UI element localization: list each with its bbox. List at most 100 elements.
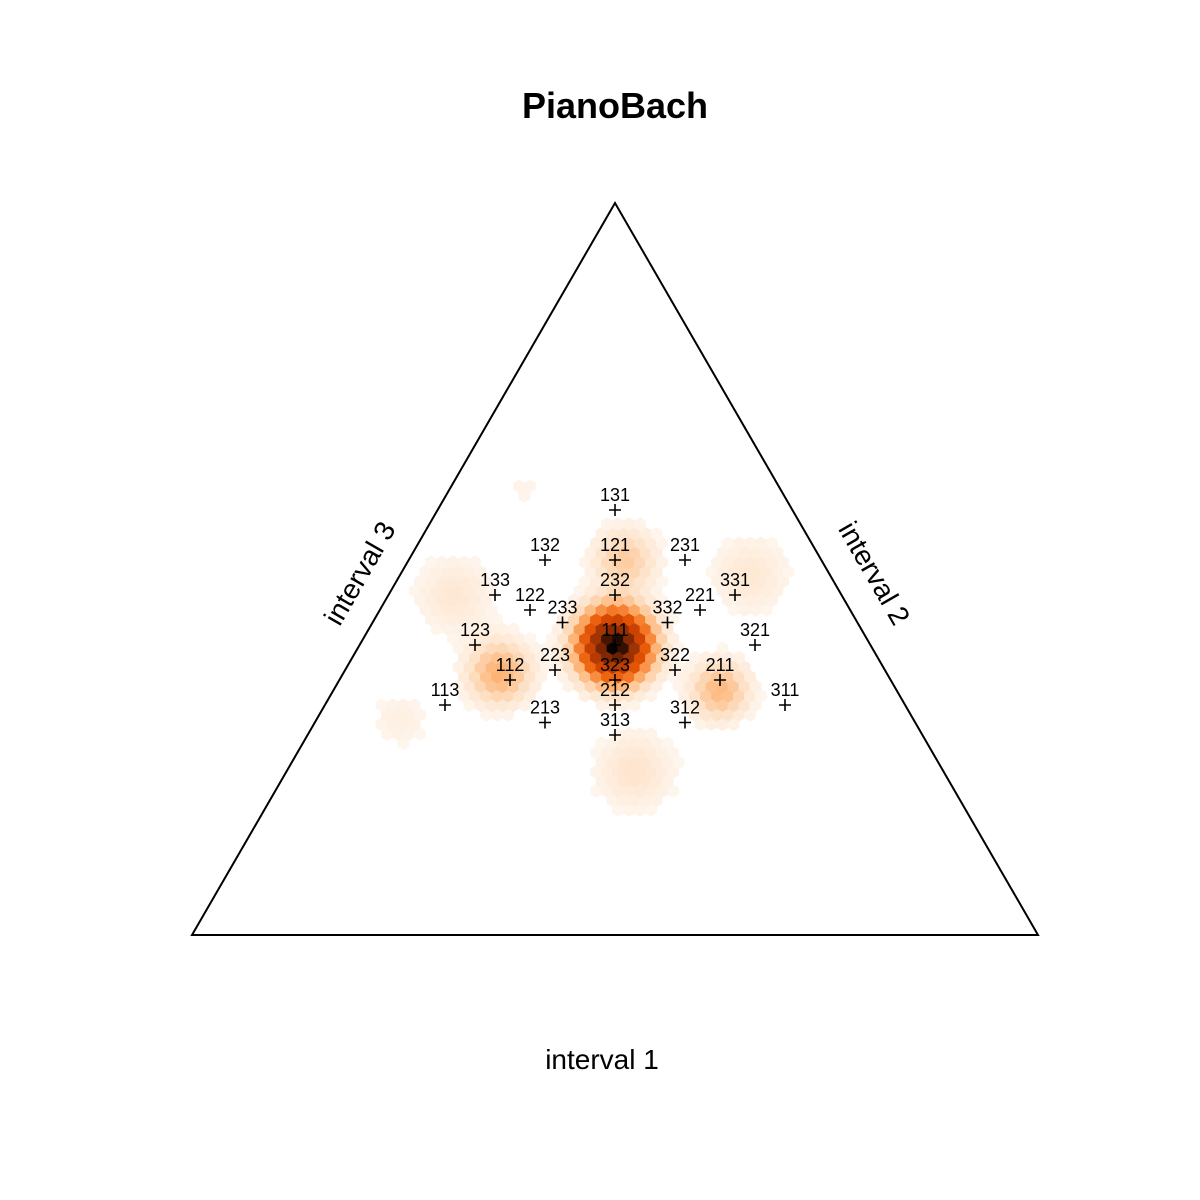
plus-marker bbox=[661, 616, 674, 629]
density-cell bbox=[414, 593, 426, 608]
density-cell bbox=[474, 679, 487, 693]
density-cell bbox=[502, 631, 514, 646]
density-cell bbox=[623, 765, 635, 779]
point-label: 113 bbox=[431, 680, 460, 700]
density-cell bbox=[392, 707, 404, 722]
density-cell bbox=[496, 679, 509, 693]
density-cell bbox=[617, 698, 630, 712]
density-cell bbox=[716, 698, 729, 712]
point-311: 311 bbox=[771, 680, 799, 711]
density-cell bbox=[711, 574, 723, 589]
density-cell bbox=[705, 660, 718, 674]
axis-label-right: interval 2 bbox=[832, 516, 916, 630]
point-label: 232 bbox=[600, 570, 630, 590]
density-cell bbox=[469, 631, 481, 646]
density-cell bbox=[601, 784, 613, 798]
density-cell bbox=[584, 546, 597, 560]
density-cell bbox=[458, 574, 470, 589]
density-cell bbox=[744, 555, 756, 570]
plus-marker bbox=[609, 699, 621, 711]
density-cell bbox=[733, 669, 745, 684]
density-cell bbox=[645, 650, 657, 665]
density-cell bbox=[524, 688, 536, 703]
density-cell bbox=[595, 546, 608, 560]
density-cell bbox=[584, 641, 597, 655]
plus-marker bbox=[609, 554, 621, 566]
density-cell bbox=[771, 565, 784, 579]
density-cell bbox=[645, 669, 657, 684]
plus-marker bbox=[549, 664, 561, 676]
density-cell bbox=[656, 650, 668, 665]
point-label: 331 bbox=[720, 570, 750, 590]
density-cell bbox=[595, 584, 608, 598]
density-cell bbox=[518, 488, 531, 503]
point-label: 133 bbox=[480, 570, 510, 590]
density-cell bbox=[507, 622, 520, 636]
density-cell bbox=[738, 603, 751, 617]
density-cell bbox=[469, 688, 481, 703]
plus-marker bbox=[469, 639, 481, 651]
density-cell bbox=[650, 546, 663, 560]
density-cell bbox=[689, 707, 701, 722]
density-cell bbox=[656, 631, 668, 646]
density-cell bbox=[491, 688, 503, 703]
density-cell bbox=[727, 698, 740, 712]
plus-marker bbox=[609, 504, 621, 516]
density-cell bbox=[584, 660, 597, 674]
density-cell bbox=[705, 679, 718, 693]
density-cell bbox=[760, 546, 773, 560]
density-cell bbox=[590, 612, 602, 627]
density-cell bbox=[722, 555, 734, 570]
density-cell bbox=[623, 784, 635, 798]
density-cell bbox=[749, 698, 762, 712]
density-cell bbox=[452, 679, 465, 693]
plus-marker bbox=[504, 674, 516, 686]
density-cell bbox=[628, 736, 641, 751]
density-cell bbox=[733, 574, 745, 589]
density-cell bbox=[628, 660, 641, 674]
density-cell bbox=[452, 660, 465, 674]
density-cell bbox=[524, 650, 536, 665]
density-cell bbox=[667, 746, 679, 760]
density-cell bbox=[777, 574, 789, 589]
density-cell bbox=[628, 755, 641, 770]
density-cell bbox=[452, 603, 465, 617]
density-cell bbox=[694, 698, 707, 712]
density-cell bbox=[562, 603, 575, 617]
density-cell bbox=[716, 546, 729, 560]
point-312: 312 bbox=[670, 698, 700, 729]
density-cell bbox=[375, 698, 388, 712]
density-cell bbox=[716, 660, 729, 674]
density-cell bbox=[722, 574, 734, 589]
density-cell bbox=[623, 631, 635, 646]
density-cell bbox=[749, 603, 762, 617]
density-cell bbox=[606, 603, 619, 617]
density-cell bbox=[518, 679, 531, 693]
density-cell bbox=[590, 631, 602, 646]
density-cell bbox=[469, 593, 481, 608]
density-cell bbox=[766, 574, 778, 589]
density-cell bbox=[628, 698, 641, 712]
density-cell bbox=[634, 517, 646, 531]
density-cell bbox=[645, 765, 657, 779]
density-cell bbox=[469, 612, 481, 627]
density-cell bbox=[634, 631, 646, 646]
density-cell bbox=[612, 650, 624, 665]
density-cell bbox=[480, 669, 492, 684]
density-cell bbox=[524, 669, 536, 684]
plus-marker bbox=[524, 604, 536, 616]
density-cell bbox=[458, 631, 470, 646]
point-113: 113 bbox=[431, 680, 460, 711]
point-label: 111 bbox=[601, 620, 628, 640]
density-cell bbox=[623, 555, 635, 570]
density-cell bbox=[480, 650, 492, 665]
density-cell bbox=[705, 698, 718, 712]
density-cell bbox=[628, 774, 641, 789]
density-cell bbox=[458, 593, 470, 608]
plus-marker bbox=[556, 616, 569, 629]
density-cell bbox=[507, 698, 520, 712]
density-cell bbox=[766, 593, 778, 608]
density-cell bbox=[601, 631, 613, 646]
density-cell bbox=[634, 784, 646, 798]
density-cell bbox=[452, 622, 465, 636]
